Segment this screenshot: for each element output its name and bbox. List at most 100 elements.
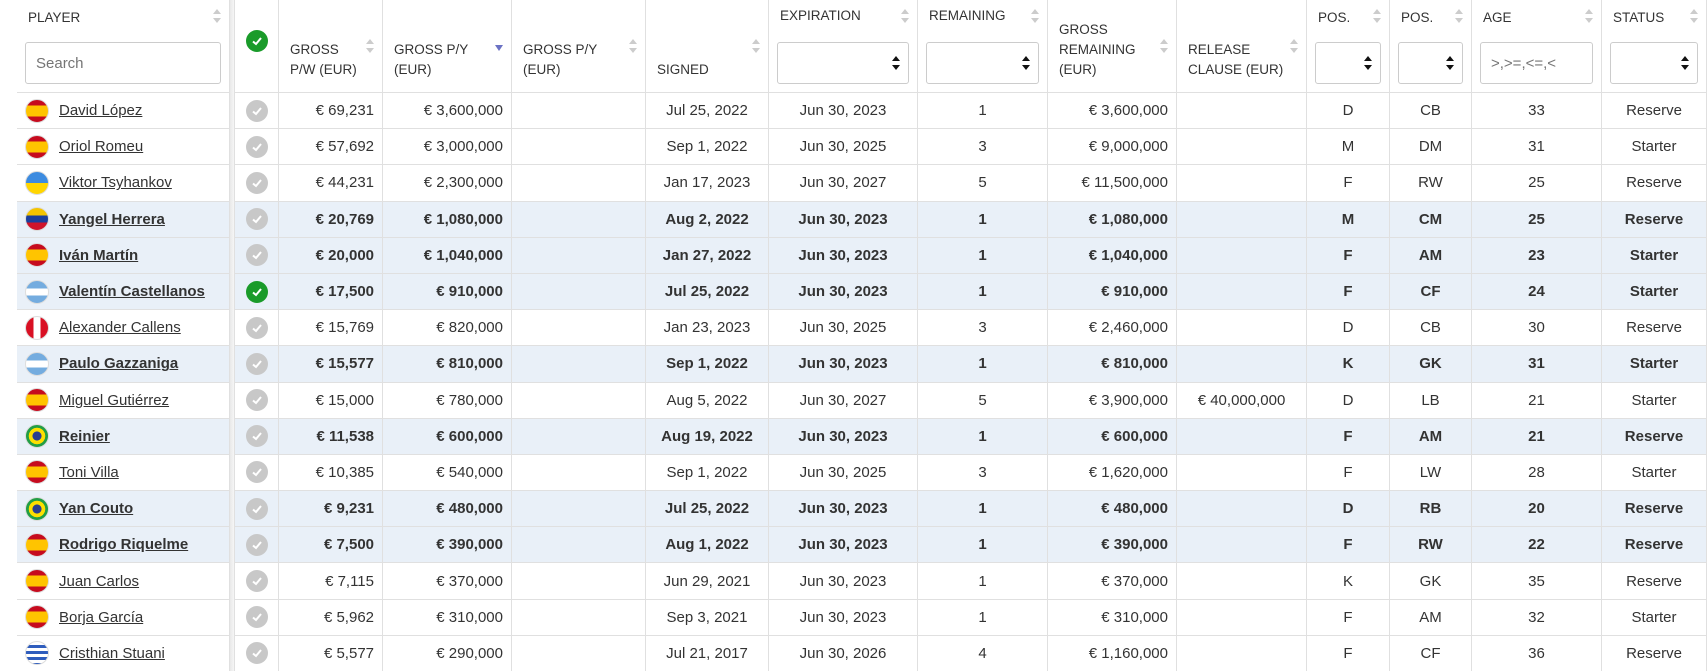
cell-text: Jun 30, 2023 (798, 355, 888, 373)
cell-text: Jan 27, 2022 (662, 246, 752, 264)
row-checkbox[interactable] (245, 171, 268, 194)
row-checkbox[interactable] (245, 642, 268, 665)
sort-icon[interactable] (1690, 8, 1698, 24)
data-cell (512, 346, 646, 383)
sort-icon[interactable] (1373, 8, 1381, 24)
data-cell (1177, 635, 1307, 671)
row-checkbox[interactable] (245, 606, 268, 629)
header-row: PLAYER GROSS P/W (EUR) GROSS P/Y (EUR) GROS… (0, 0, 1707, 93)
player-link[interactable]: Iván Martín (59, 246, 139, 264)
filter-select[interactable] (777, 42, 909, 84)
cell-text: € 600,000 (436, 427, 503, 445)
player-cell: Toni Villa (17, 454, 230, 492)
cell-text: € 1,160,000 (1088, 644, 1168, 662)
player-link[interactable]: Reinier (59, 427, 110, 445)
cell-text: Jun 30, 2023 (798, 427, 888, 445)
check-cell (235, 382, 279, 419)
filter-select[interactable] (1610, 42, 1698, 84)
check-cell (235, 346, 279, 383)
cell-text: 20 (1528, 500, 1545, 518)
player-link[interactable]: Valentín Castellanos (59, 283, 205, 301)
player-link[interactable]: Miguel Gutiérrez (59, 391, 170, 409)
sort-icon[interactable] (901, 8, 909, 24)
data-cell: € 10,385 (279, 454, 383, 492)
player-link[interactable]: David López (59, 102, 143, 120)
spacer (0, 201, 17, 238)
data-cell (512, 93, 646, 130)
data-cell (512, 563, 646, 600)
sort-icon[interactable] (1455, 8, 1463, 24)
row-checkbox[interactable] (245, 461, 268, 484)
flag-icon (25, 170, 49, 195)
data-cell: € 390,000 (1048, 527, 1177, 564)
cell-text: 1 (978, 210, 987, 228)
filter-select[interactable] (1315, 42, 1381, 84)
cell-text: € 820,000 (436, 319, 503, 337)
data-cell (1177, 454, 1307, 492)
cell-text: € 370,000 (1101, 572, 1168, 590)
row-checkbox[interactable] (245, 99, 268, 122)
player-link[interactable]: Toni Villa (59, 463, 119, 481)
select-all-checkbox[interactable] (245, 30, 268, 52)
sort-icon[interactable] (366, 38, 374, 54)
cell-text: € 57,692 (315, 138, 374, 156)
header-cell: GROSS P/Y (EUR) (383, 0, 512, 93)
player-link[interactable]: Viktor Tsyhankov (59, 174, 172, 192)
cell-text: RB (1419, 500, 1442, 518)
filter-select[interactable] (926, 42, 1039, 84)
data-cell (512, 491, 646, 528)
player-link[interactable]: Juan Carlos (59, 572, 140, 590)
data-cell: F (1307, 165, 1390, 202)
row-checkbox[interactable] (245, 533, 268, 556)
cell-text: Jul 25, 2022 (664, 283, 750, 301)
header-cell: POS. (1307, 0, 1390, 93)
data-cell (512, 527, 646, 564)
sort-icon[interactable] (495, 38, 503, 54)
row-checkbox[interactable] (245, 425, 268, 448)
sort-icon[interactable] (213, 8, 221, 24)
cell-text: Jun 30, 2027 (799, 174, 887, 192)
sort-icon[interactable] (752, 38, 760, 54)
sort-icon[interactable] (629, 38, 637, 54)
spacer (230, 491, 235, 528)
flag-icon (25, 279, 49, 304)
data-cell (1177, 491, 1307, 528)
row-checkbox[interactable] (245, 280, 268, 303)
filter-select[interactable] (1398, 42, 1463, 84)
row-checkbox[interactable] (245, 497, 268, 520)
player-link[interactable]: Paulo Gazzaniga (59, 355, 179, 373)
row-checkbox[interactable] (245, 316, 268, 339)
cell-text: € 15,769 (315, 319, 374, 337)
row-checkbox[interactable] (245, 135, 268, 158)
flag-icon (25, 460, 49, 485)
sort-icon[interactable] (1585, 8, 1593, 24)
player-link[interactable]: Rodrigo Riquelme (59, 536, 189, 554)
data-cell: € 390,000 (383, 527, 512, 564)
column-label: POS. (1318, 10, 1351, 25)
data-cell: D (1307, 491, 1390, 528)
row-checkbox[interactable] (245, 570, 268, 593)
player-link[interactable]: Oriol Romeu (59, 138, 144, 156)
row-checkbox[interactable] (245, 208, 268, 231)
row-checkbox[interactable] (245, 244, 268, 267)
data-cell (512, 129, 646, 166)
cell-text: Reserve (1626, 644, 1682, 662)
search-input[interactable] (25, 42, 221, 84)
row-checkbox[interactable] (245, 352, 268, 375)
player-link[interactable]: Cristhian Stuani (59, 644, 165, 662)
age-filter[interactable] (1480, 42, 1593, 84)
sort-icon[interactable] (1031, 8, 1039, 24)
cell-text: € 40,000,000 (1197, 391, 1286, 409)
player-link[interactable]: Yan Couto (59, 500, 134, 518)
data-cell (1177, 527, 1307, 564)
player-link[interactable]: Alexander Callens (59, 319, 181, 337)
row-checkbox[interactable] (245, 389, 268, 412)
player-link[interactable]: Yangel Herrera (59, 210, 165, 228)
data-cell: € 1,080,000 (1048, 201, 1177, 238)
sort-icon[interactable] (1290, 38, 1298, 54)
cell-text: € 2,300,000 (423, 174, 503, 192)
player-link[interactable]: Borja García (59, 608, 144, 626)
header-cell: PLAYER (17, 0, 230, 93)
sort-icon[interactable] (1160, 38, 1168, 54)
cell-text: € 1,040,000 (1088, 246, 1168, 264)
